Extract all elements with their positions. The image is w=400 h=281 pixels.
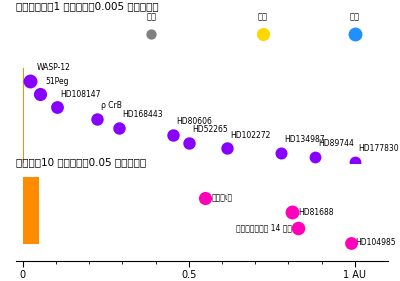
Text: 金星: 金星 <box>258 12 268 21</box>
Text: HD168443: HD168443 <box>122 110 163 119</box>
Point <box>186 140 192 145</box>
Text: 巨星（～10 太陽半径＝0.05 天文単位）: 巨星（～10 太陽半径＝0.05 天文単位） <box>16 157 146 167</box>
Text: HD177830: HD177830 <box>358 144 399 153</box>
Bar <box>23 177 39 244</box>
Point <box>54 105 60 110</box>
Text: アンドロメダ座 14 番星: アンドロメダ座 14 番星 <box>236 223 292 232</box>
Point <box>202 196 208 200</box>
Point <box>278 151 284 155</box>
Text: 51Peg: 51Peg <box>45 76 68 85</box>
Point <box>170 133 176 137</box>
Text: HD102272: HD102272 <box>230 131 270 140</box>
Text: HD80606: HD80606 <box>176 117 212 126</box>
Text: わし座ι星: わし座ι星 <box>212 194 233 203</box>
Point <box>312 155 318 159</box>
Text: HD104985: HD104985 <box>355 238 396 247</box>
Text: HD108147: HD108147 <box>60 90 101 99</box>
Point <box>288 210 295 215</box>
Text: HD81688: HD81688 <box>298 208 334 217</box>
Text: WASP-12: WASP-12 <box>37 64 71 72</box>
Text: HD134987: HD134987 <box>284 135 325 144</box>
Text: ρ CrB: ρ CrB <box>101 101 122 110</box>
Point <box>260 32 266 37</box>
Bar <box>23 68 24 163</box>
Text: HD89744: HD89744 <box>318 139 354 148</box>
Text: 太陽型星（～1 太陽半径＝0.005 天文単位）: 太陽型星（～1 太陽半径＝0.005 天文単位） <box>16 1 159 11</box>
Point <box>27 79 34 83</box>
Point <box>223 146 230 151</box>
Text: HD52265: HD52265 <box>192 125 228 134</box>
Text: 水星: 水星 <box>146 12 156 21</box>
Point <box>352 159 358 164</box>
Point <box>352 32 358 37</box>
Point <box>116 126 122 130</box>
Text: 地球: 地球 <box>350 12 360 21</box>
Point <box>295 225 302 230</box>
Point <box>94 117 100 121</box>
Point <box>148 32 154 37</box>
Point <box>37 92 43 97</box>
Point <box>348 241 355 245</box>
